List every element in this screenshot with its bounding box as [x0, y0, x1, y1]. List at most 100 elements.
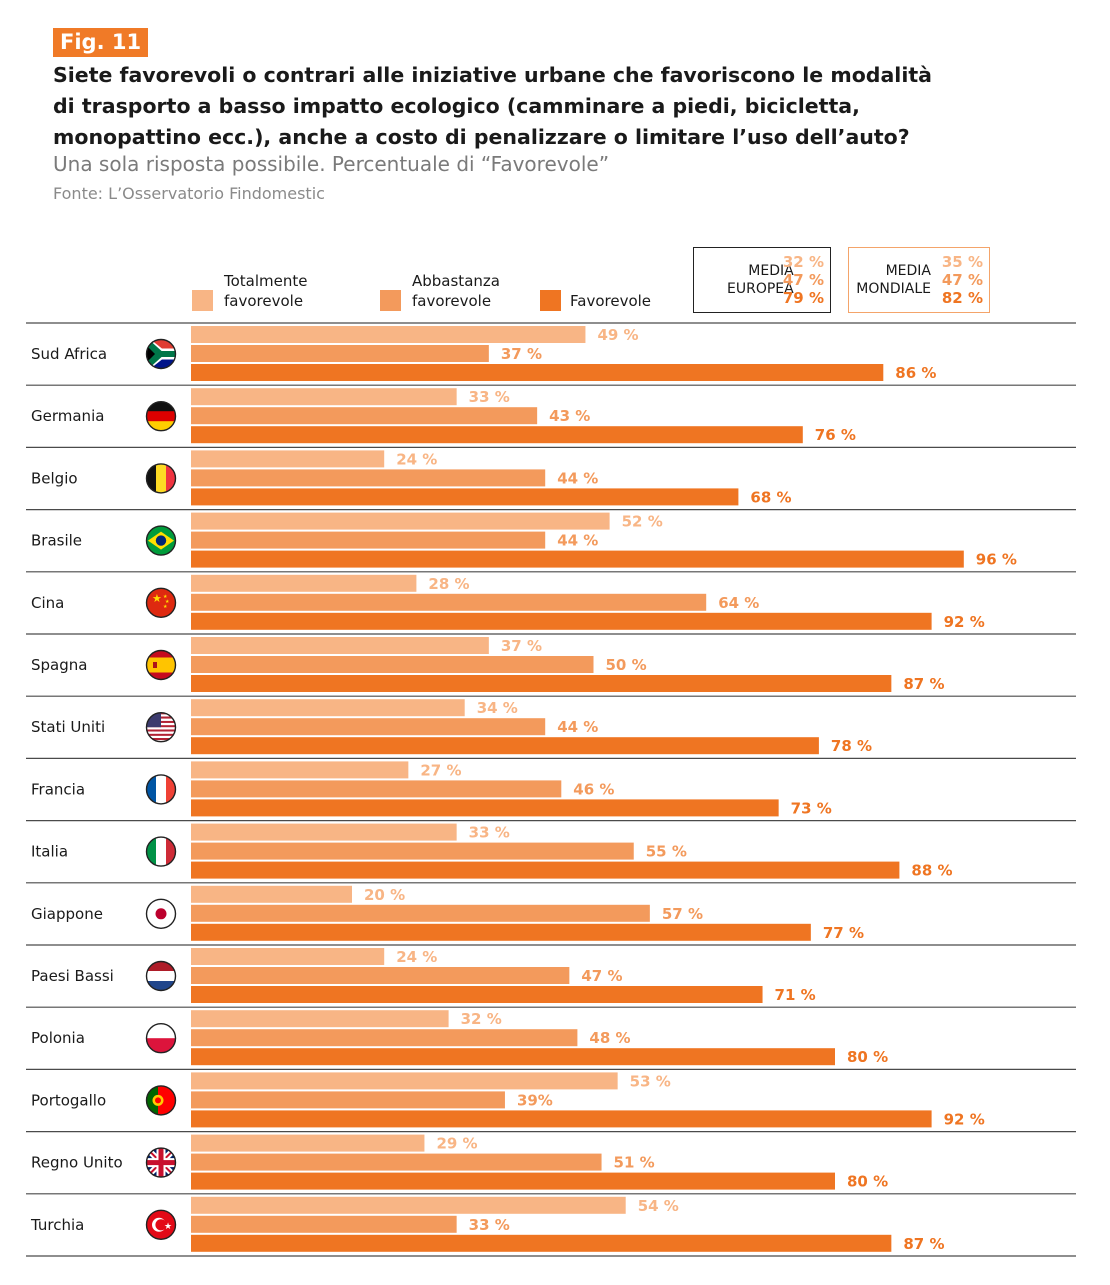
bar-value-label-2: 33 % [469, 1216, 510, 1234]
bar-value-label-3: 96 % [976, 551, 1017, 569]
usa-flag-icon [145, 712, 177, 743]
bar-value-label-3: 80 % [847, 1048, 888, 1066]
uk-flag-icon [145, 1147, 177, 1178]
italy-flag-icon [145, 836, 177, 867]
bar-value-label-1: 37 % [501, 637, 542, 655]
european-average-box: MEDIA EUROPEA 32 % 47 % 79 % [693, 247, 831, 313]
svg-text:★: ★ [152, 592, 162, 605]
chart-row: Germania 33 % 43 % 76 % [26, 388, 1076, 448]
bar-2 [191, 656, 594, 673]
bar-value-label-1: 49 % [597, 326, 638, 344]
bar-value-label-2: 44 % [557, 532, 598, 550]
country-label: Brasile [31, 532, 82, 550]
chart-row: Portogallo 53 % 39% 92 % [26, 1072, 1076, 1133]
china-flag-icon: ★ ★★★ [145, 587, 177, 618]
bar-3 [191, 1048, 835, 1066]
bar-value-label-3: 80 % [847, 1173, 888, 1191]
title-line-3: monopattino ecc.), anche a costo di pena… [53, 125, 910, 149]
svg-text:★: ★ [164, 1222, 172, 1232]
bar-value-label-3: 88 % [911, 862, 952, 880]
legend-swatch-3 [540, 290, 561, 311]
chart-row: Italia 33 % 55 % 88 % [26, 823, 1076, 884]
legend-label-3-line-1: Favorevole [570, 292, 651, 310]
legend-label-1-line-1: Totalmente [223, 272, 308, 290]
world-average-value-1: 35 % [941, 253, 983, 271]
bar-value-label-2: 37 % [501, 345, 542, 363]
turkey-flag-icon: ★ [145, 1209, 177, 1241]
bar-value-label-1: 34 % [477, 699, 518, 717]
chart-title: Siete favorevoli o contrari alle iniziat… [53, 60, 1053, 153]
bar-value-label-1: 24 % [396, 450, 437, 468]
bar-3 [191, 986, 763, 1003]
bar-3 [191, 1172, 835, 1190]
japan-flag-icon [145, 898, 177, 929]
european-average-label-line-2: EUROPEA [727, 281, 794, 297]
chart-row: Regno Unito 29 % 51 % 80 % [26, 1134, 1076, 1195]
world-average-label: MEDIA MONDIALE [855, 262, 931, 298]
chart-source: Fonte: L’Osservatorio Findomestic [53, 184, 325, 203]
chart-row: Cina ★ ★★★28 %64 %92 % [26, 574, 1076, 635]
svg-text:★: ★ [163, 594, 168, 600]
world-average-label-line-1: MEDIA [885, 263, 931, 279]
bar-1 [191, 450, 385, 468]
bar-1 [191, 574, 417, 592]
bar-value-label-2: 64 % [718, 594, 759, 612]
bar-value-label-1: 33 % [469, 824, 510, 842]
svg-text:★: ★ [165, 599, 170, 605]
poland-flag-icon [145, 1022, 177, 1054]
country-label: Stati Uniti [31, 718, 105, 736]
bar-1 [191, 823, 457, 841]
world-average-value-2: 47 % [941, 271, 983, 289]
bar-value-label-2: 44 % [557, 469, 598, 487]
bar-2 [191, 531, 546, 549]
country-label: Francia [31, 780, 85, 798]
bar-value-label-1: 32 % [461, 1010, 502, 1028]
svg-text:★: ★ [163, 604, 168, 610]
bar-3 [191, 426, 803, 444]
title-line-2: di trasporto a basso impatto ecologico (… [53, 94, 860, 118]
bar-1 [191, 761, 409, 779]
chart-row: Turchia ★ 54 % 33 % 87 % [26, 1196, 1076, 1257]
bar-value-label-2: 39% [517, 1091, 553, 1109]
bar-3 [191, 1110, 932, 1128]
bar-2 [191, 1029, 578, 1047]
bar-value-label-3: 77 % [823, 924, 864, 942]
legend: Totalmente favorevole Abbastanza favorevole… [192, 272, 651, 311]
legend-item-1: Totalmente favorevole [192, 272, 308, 311]
bar-2 [191, 967, 570, 984]
chart-row: Stati Uniti 34 % 44 % 78 % [26, 699, 1076, 760]
legend-swatch-1 [192, 290, 213, 311]
portugal-flag-icon [145, 1085, 177, 1116]
country-label: Sud Africa [31, 345, 107, 363]
chart-row: Paesi Bassi 24 % 47 % 71 % [26, 948, 1076, 1008]
chart-row: Sud Africa 49 % 37 % 86 % [26, 326, 1076, 386]
bar-value-label-2: 47 % [581, 967, 622, 985]
bar-value-label-1: 24 % [396, 948, 437, 966]
south-africa-flag-icon [145, 338, 177, 370]
legend-label-2-line-2: favorevole [412, 292, 491, 310]
bar-3 [191, 612, 932, 630]
bar-value-label-2: 57 % [662, 905, 703, 923]
france-flag-icon [145, 774, 177, 805]
european-average-label: MEDIA EUROPEA [727, 262, 794, 298]
european-average-value-1: 32 % [782, 253, 824, 271]
bar-value-label-1: 28 % [428, 575, 469, 593]
legend-label-2-line-1: Abbastanza [412, 272, 500, 290]
chart-subtitle: Una sola risposta possibile. Percentuale… [53, 152, 610, 176]
bar-value-label-1: 52 % [622, 513, 663, 531]
country-label: Paesi Bassi [31, 967, 114, 985]
bar-value-label-1: 53 % [630, 1072, 671, 1090]
bar-2 [191, 1091, 505, 1109]
country-label: Spagna [31, 656, 87, 674]
bar-value-label-3: 86 % [895, 364, 936, 382]
bar-1 [191, 637, 489, 654]
legend-swatch-2 [380, 290, 401, 311]
world-average-label-line-2: MONDIALE [856, 281, 931, 297]
bar-3 [191, 737, 819, 755]
bar-3 [191, 488, 739, 506]
spain-flag-icon [145, 649, 177, 681]
bar-value-label-2: 46 % [573, 780, 614, 798]
chart-row: Belgio 24 % 44 % 68 % [26, 450, 1076, 511]
bar-value-label-2: 55 % [646, 843, 687, 861]
country-label: Turchia [30, 1216, 84, 1234]
